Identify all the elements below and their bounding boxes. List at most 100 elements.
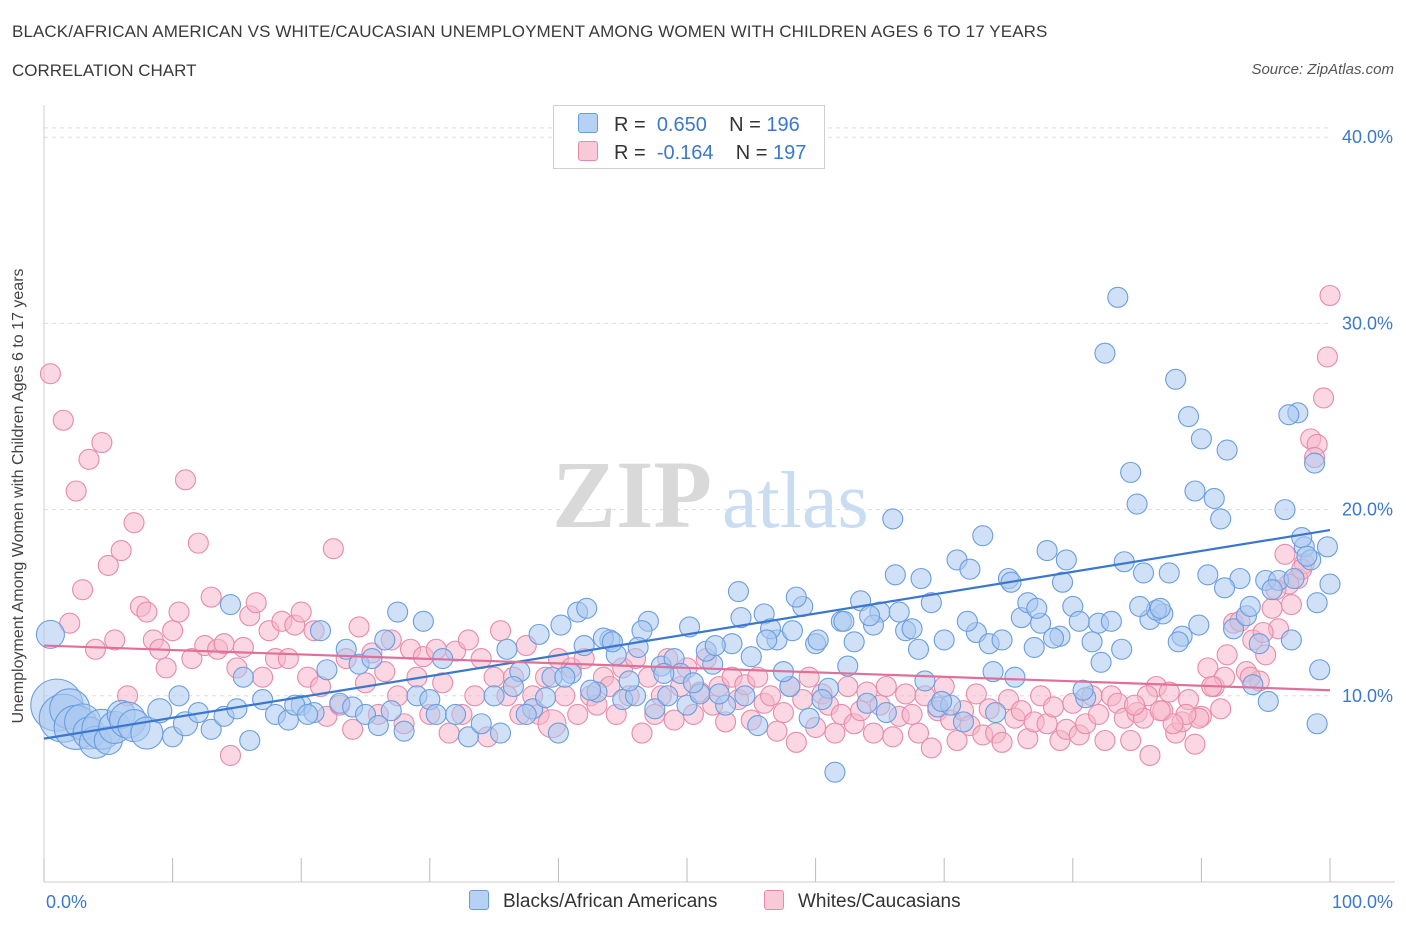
blacks-point	[653, 662, 675, 685]
blacks-point	[550, 614, 572, 636]
legend-n-value-whites: 197	[773, 142, 807, 164]
whites-point	[766, 720, 788, 742]
whites-point	[432, 672, 454, 694]
whites-point	[104, 629, 126, 651]
blacks-point	[528, 623, 550, 645]
tick-labels: 10.0% 20.0% 30.0% 40.0% 0.0% 100.0%	[46, 127, 1393, 912]
whites-point	[277, 648, 299, 670]
whites-point	[187, 532, 209, 554]
blacks-point	[708, 683, 730, 705]
blacks-point	[859, 605, 881, 627]
blacks-point	[579, 679, 602, 701]
whites-point	[1123, 694, 1146, 716]
whites-point	[772, 702, 795, 724]
blacks-point	[856, 692, 878, 714]
whites-point	[798, 666, 820, 688]
whites-point	[123, 512, 145, 534]
whites-point	[663, 709, 685, 731]
blacks-point	[756, 629, 778, 651]
blacks-point	[1158, 562, 1180, 584]
blacks-point	[914, 670, 936, 692]
watermark-atlas: atlas	[722, 457, 869, 545]
whites-point	[174, 469, 197, 491]
blacks-point	[727, 580, 749, 603]
whites-point	[1139, 744, 1161, 766]
legend-swatch-whites	[578, 141, 598, 161]
blacks-point	[807, 629, 829, 651]
source-credit: Source: ZipAtlas.com	[1251, 61, 1394, 78]
whites-point	[1087, 703, 1110, 725]
blacks-point	[1283, 567, 1305, 590]
whites-point	[168, 601, 190, 623]
blacks-point	[1309, 659, 1331, 681]
bottom-legend-label-blacks: Blacks/African Americans	[503, 891, 718, 912]
blacks-point	[644, 698, 666, 720]
whites-point	[785, 731, 807, 753]
bottom-legend-swatch-whites	[764, 890, 784, 910]
blacks-point	[1042, 627, 1065, 649]
whites-point	[991, 731, 1013, 753]
blacks-point	[657, 685, 679, 707]
blacks-point	[1177, 405, 1200, 428]
trend-line-blacks	[43, 529, 1331, 740]
blacks-point	[1072, 679, 1094, 701]
whites-point	[1261, 597, 1283, 619]
legend-n-value-blacks: 196	[766, 114, 800, 136]
blacks-point	[1126, 493, 1148, 515]
blacks-point	[425, 703, 447, 725]
blacks-point	[1184, 480, 1206, 502]
blacks-point	[515, 703, 537, 725]
whites-point	[464, 685, 486, 707]
y-tick-label: 30.0%	[1342, 313, 1393, 333]
whites-point	[97, 554, 119, 577]
blacks-point	[907, 638, 930, 660]
blacks-point	[734, 685, 756, 707]
blacks-point	[1223, 618, 1245, 640]
whites-point	[631, 722, 653, 744]
whites-point	[1210, 698, 1232, 720]
whites-point	[1280, 594, 1302, 616]
y-tick-label: 10.0%	[1342, 686, 1393, 706]
whites-point	[567, 703, 589, 725]
blacks-point	[1274, 499, 1296, 521]
y-tick-label: 40.0%	[1342, 127, 1393, 147]
blacks-point	[1165, 368, 1187, 390]
legend-row-blacks: R = 0.650 N = 196	[578, 113, 800, 136]
blacks-point	[1051, 571, 1074, 593]
whites-point	[837, 675, 859, 698]
blacks-point	[1229, 567, 1251, 590]
blacks-point	[1026, 597, 1048, 619]
whites-point	[65, 480, 87, 502]
whites-point	[52, 409, 74, 431]
whites-point	[895, 683, 917, 705]
whites-point	[1184, 733, 1206, 755]
blacks-point	[785, 586, 807, 608]
whites-point	[1313, 387, 1335, 409]
blacks-point	[1319, 573, 1341, 595]
legend-swatch-blacks	[578, 113, 598, 133]
blacks-point	[1004, 666, 1026, 688]
whites-point	[747, 666, 769, 688]
blacks-point	[534, 687, 557, 709]
whites-point	[219, 744, 242, 766]
whites-point	[374, 661, 396, 683]
bottom-legend-swatch-blacks	[469, 890, 489, 910]
whites-point	[1216, 644, 1238, 666]
blacks-point	[1107, 286, 1129, 308]
blacks-point	[576, 597, 598, 619]
whites-point	[875, 675, 897, 698]
blacks-point	[374, 629, 396, 651]
blacks-point	[1094, 342, 1116, 364]
whites-point	[1158, 681, 1180, 703]
blacks-point	[335, 638, 357, 660]
blacks-point	[393, 720, 415, 742]
whites-point	[136, 601, 158, 623]
blacks-point	[316, 659, 338, 681]
blacks-point	[747, 715, 769, 737]
blacks-point	[1291, 526, 1313, 549]
blacks-point	[1190, 428, 1212, 450]
blacks-point	[910, 567, 932, 590]
blacks-point	[1306, 713, 1328, 735]
blacks-point	[888, 601, 910, 623]
blacks-point	[1216, 439, 1238, 461]
